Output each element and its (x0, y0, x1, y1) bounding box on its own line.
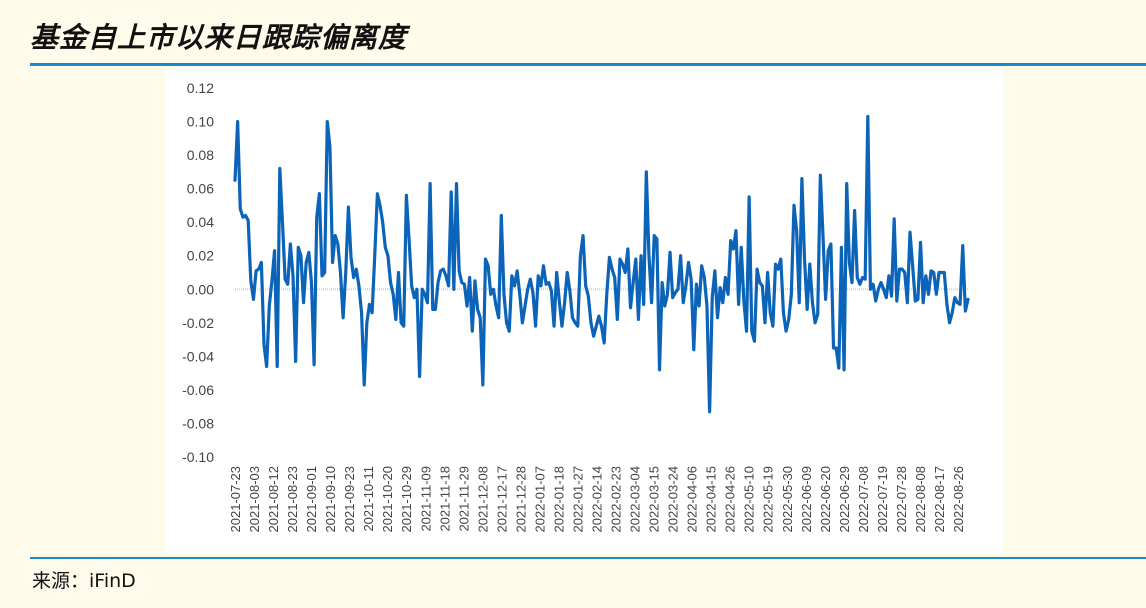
chart-title: 基金自上市以来日跟踪偏离度 (30, 21, 408, 54)
x-tick-label: 2022-07-28 (894, 466, 909, 533)
y-tick-label: -0.08 (182, 415, 214, 431)
x-tick-label: 2022-08-17 (932, 466, 947, 533)
x-tick-label: 2022-01-18 (551, 466, 566, 533)
x-tick-label: 2021-07-23 (228, 466, 243, 533)
x-tick-label: 2021-08-23 (285, 466, 300, 533)
x-tick-label: 2021-10-29 (399, 466, 414, 533)
source-note: 来源：iFinD (32, 570, 136, 592)
x-tick-label: 2021-10-20 (380, 466, 395, 533)
x-tick-label: 2022-03-24 (666, 466, 681, 533)
x-tick-label: 2022-04-26 (723, 466, 738, 533)
x-tick-label: 2022-03-04 (628, 466, 643, 533)
x-tick-label: 2021-11-09 (418, 466, 433, 532)
x-axis: 2021-07-23 2021-08-03 2021-08-12 2021-08-23… (228, 466, 966, 533)
x-tick-label: 2022-03-15 (647, 466, 662, 533)
x-tick-label: 2021-12-28 (513, 466, 528, 533)
y-tick-label: -0.10 (182, 449, 214, 465)
x-tick-label: 2021-08-03 (247, 466, 262, 533)
x-tick-label: 2021-11-18 (437, 466, 452, 532)
y-axis: 0.12 0.10 0.08 0.06 0.04 0.02 0.00 -0.02 -0.04 -0… (182, 80, 214, 465)
x-tick-label: 2022-05-10 (742, 466, 757, 533)
y-tick-label: 0.10 (187, 114, 214, 130)
x-tick-label: 2021-12-17 (494, 466, 509, 533)
y-tick-label: 0.08 (187, 147, 214, 163)
x-tick-label: 2022-04-15 (704, 466, 719, 533)
x-tick-label: 2021-09-23 (342, 466, 357, 533)
y-tick-label: -0.02 (182, 315, 214, 331)
x-tick-label: 2022-06-20 (818, 466, 833, 533)
x-tick-label: 2021-12-08 (475, 466, 490, 533)
x-tick-label: 2022-07-19 (875, 466, 890, 533)
x-tick-label: 2021-08-12 (266, 466, 281, 533)
y-tick-label: -0.06 (182, 382, 214, 398)
deviation-series-line (233, 114, 970, 414)
x-tick-label: 2021-09-10 (323, 466, 338, 533)
y-tick-label: 0.12 (187, 80, 214, 96)
x-tick-label: 2022-04-06 (685, 466, 700, 533)
footer-rule (30, 557, 1146, 559)
x-tick-label: 2021-11-29 (456, 466, 471, 532)
x-tick-label: 2022-05-30 (780, 466, 795, 533)
x-tick-label: 2022-01-27 (571, 466, 586, 533)
x-tick-label: 2022-08-26 (951, 466, 966, 533)
y-tick-label: 0.00 (187, 281, 214, 297)
y-tick-label: 0.04 (187, 214, 214, 230)
y-tick-label: -0.04 (182, 348, 214, 364)
x-tick-label: 2022-06-09 (799, 466, 814, 533)
x-tick-label: 2021-09-01 (304, 466, 319, 533)
x-tick-label: 2022-07-08 (856, 466, 871, 533)
x-tick-label: 2022-05-19 (761, 466, 776, 533)
x-tick-label: 2022-02-23 (609, 466, 624, 533)
y-tick-label: 0.02 (187, 248, 214, 264)
chart-panel: 0.12 0.10 0.08 0.06 0.04 0.02 0.00 -0.02 -0.04 -0… (165, 68, 1003, 554)
x-tick-label: 2021-10-11 (361, 466, 376, 532)
y-tick-label: 0.06 (187, 181, 214, 197)
x-tick-label: 2022-06-29 (837, 466, 852, 533)
title-rule (30, 63, 1146, 66)
x-tick-label: 2022-02-14 (590, 466, 605, 533)
tracking-deviation-chart: 0.12 0.10 0.08 0.06 0.04 0.02 0.00 -0.02 -0.04 -0… (182, 80, 970, 533)
x-tick-label: 2022-08-08 (913, 466, 928, 533)
x-tick-label: 2022-01-07 (532, 466, 547, 533)
series-layer (233, 114, 970, 414)
